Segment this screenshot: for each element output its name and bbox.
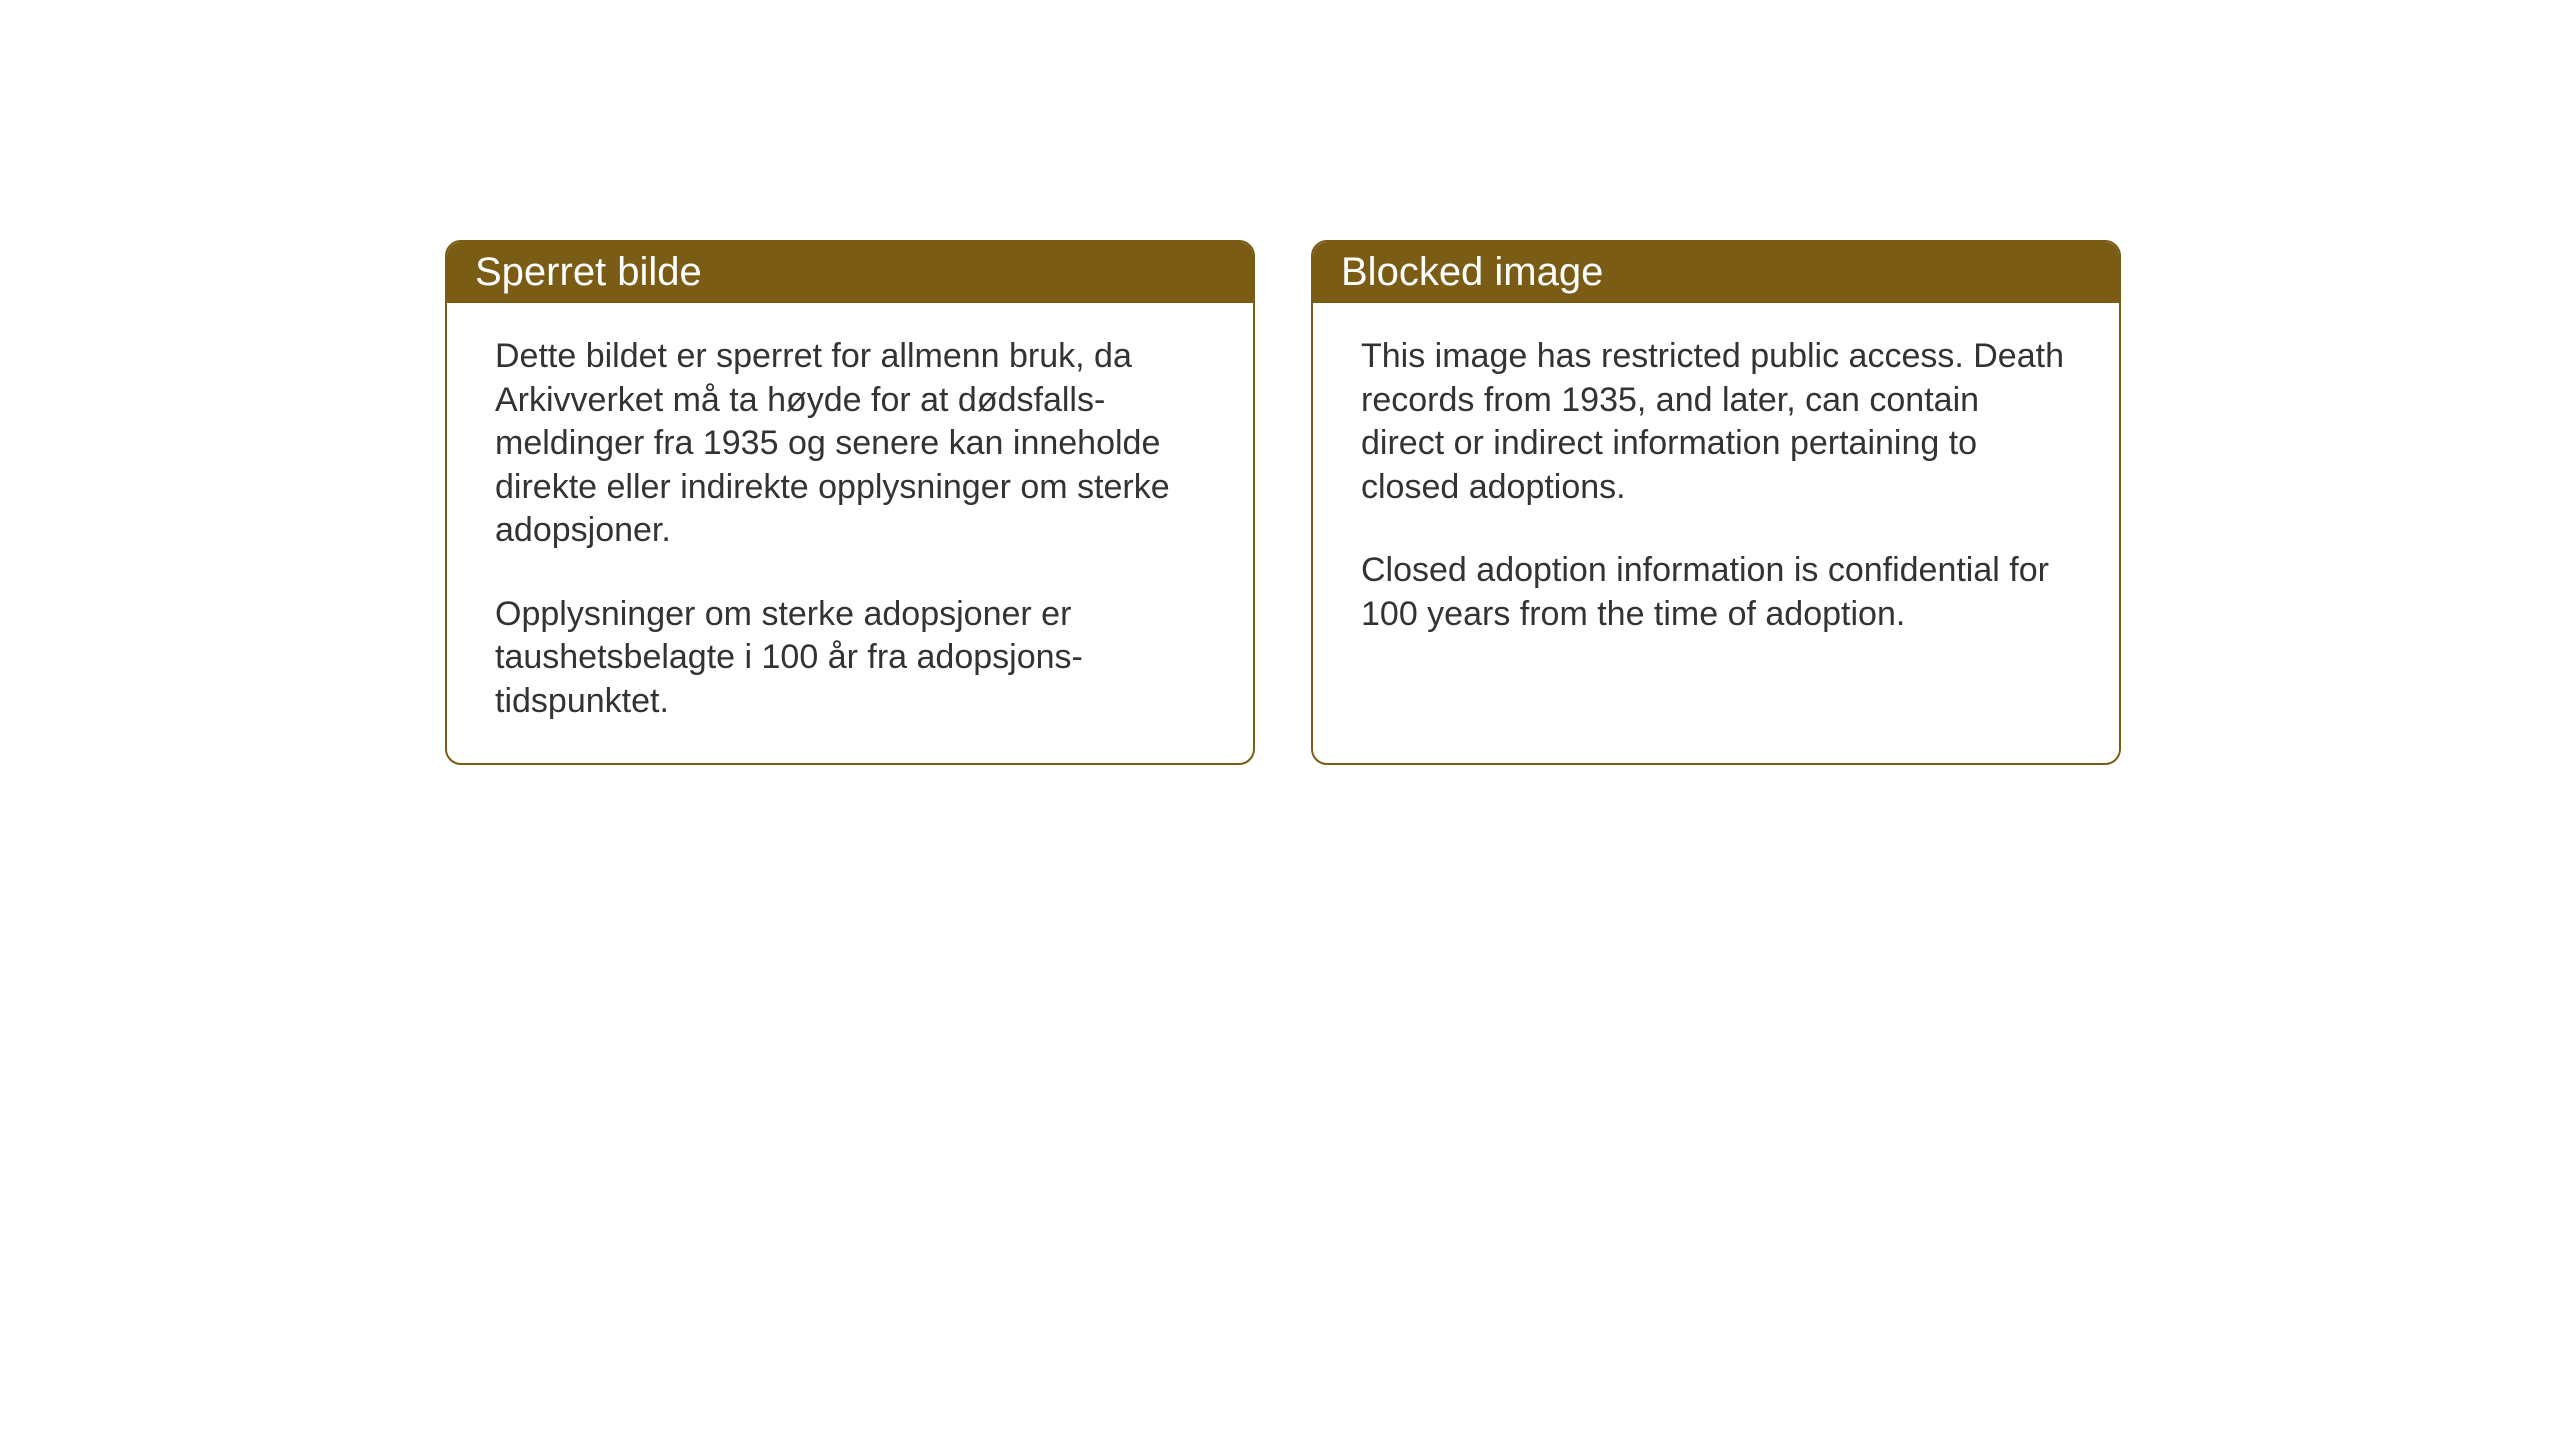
- notice-card-english: Blocked image This image has restricted …: [1311, 240, 2121, 765]
- card-body-norwegian: Dette bildet er sperret for allmenn bruk…: [447, 303, 1253, 763]
- card-paragraph: This image has restricted public access.…: [1361, 335, 2071, 509]
- card-body-english: This image has restricted public access.…: [1313, 303, 2119, 743]
- card-title: Sperret bilde: [475, 250, 702, 294]
- card-title: Blocked image: [1341, 250, 1603, 294]
- card-header-english: Blocked image: [1313, 242, 2119, 303]
- notice-card-norwegian: Sperret bilde Dette bildet er sperret fo…: [445, 240, 1255, 765]
- card-header-norwegian: Sperret bilde: [447, 242, 1253, 303]
- card-paragraph: Dette bildet er sperret for allmenn bruk…: [495, 335, 1205, 553]
- card-paragraph: Opplysninger om sterke adopsjoner er tau…: [495, 593, 1205, 724]
- card-paragraph: Closed adoption information is confident…: [1361, 549, 2071, 636]
- notice-cards-container: Sperret bilde Dette bildet er sperret fo…: [445, 240, 2121, 765]
